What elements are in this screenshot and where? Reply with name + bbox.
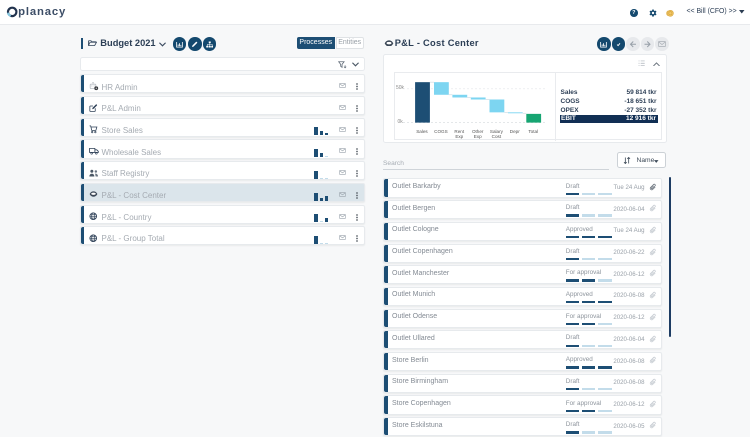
- svg-text:planacy: planacy: [18, 6, 66, 18]
